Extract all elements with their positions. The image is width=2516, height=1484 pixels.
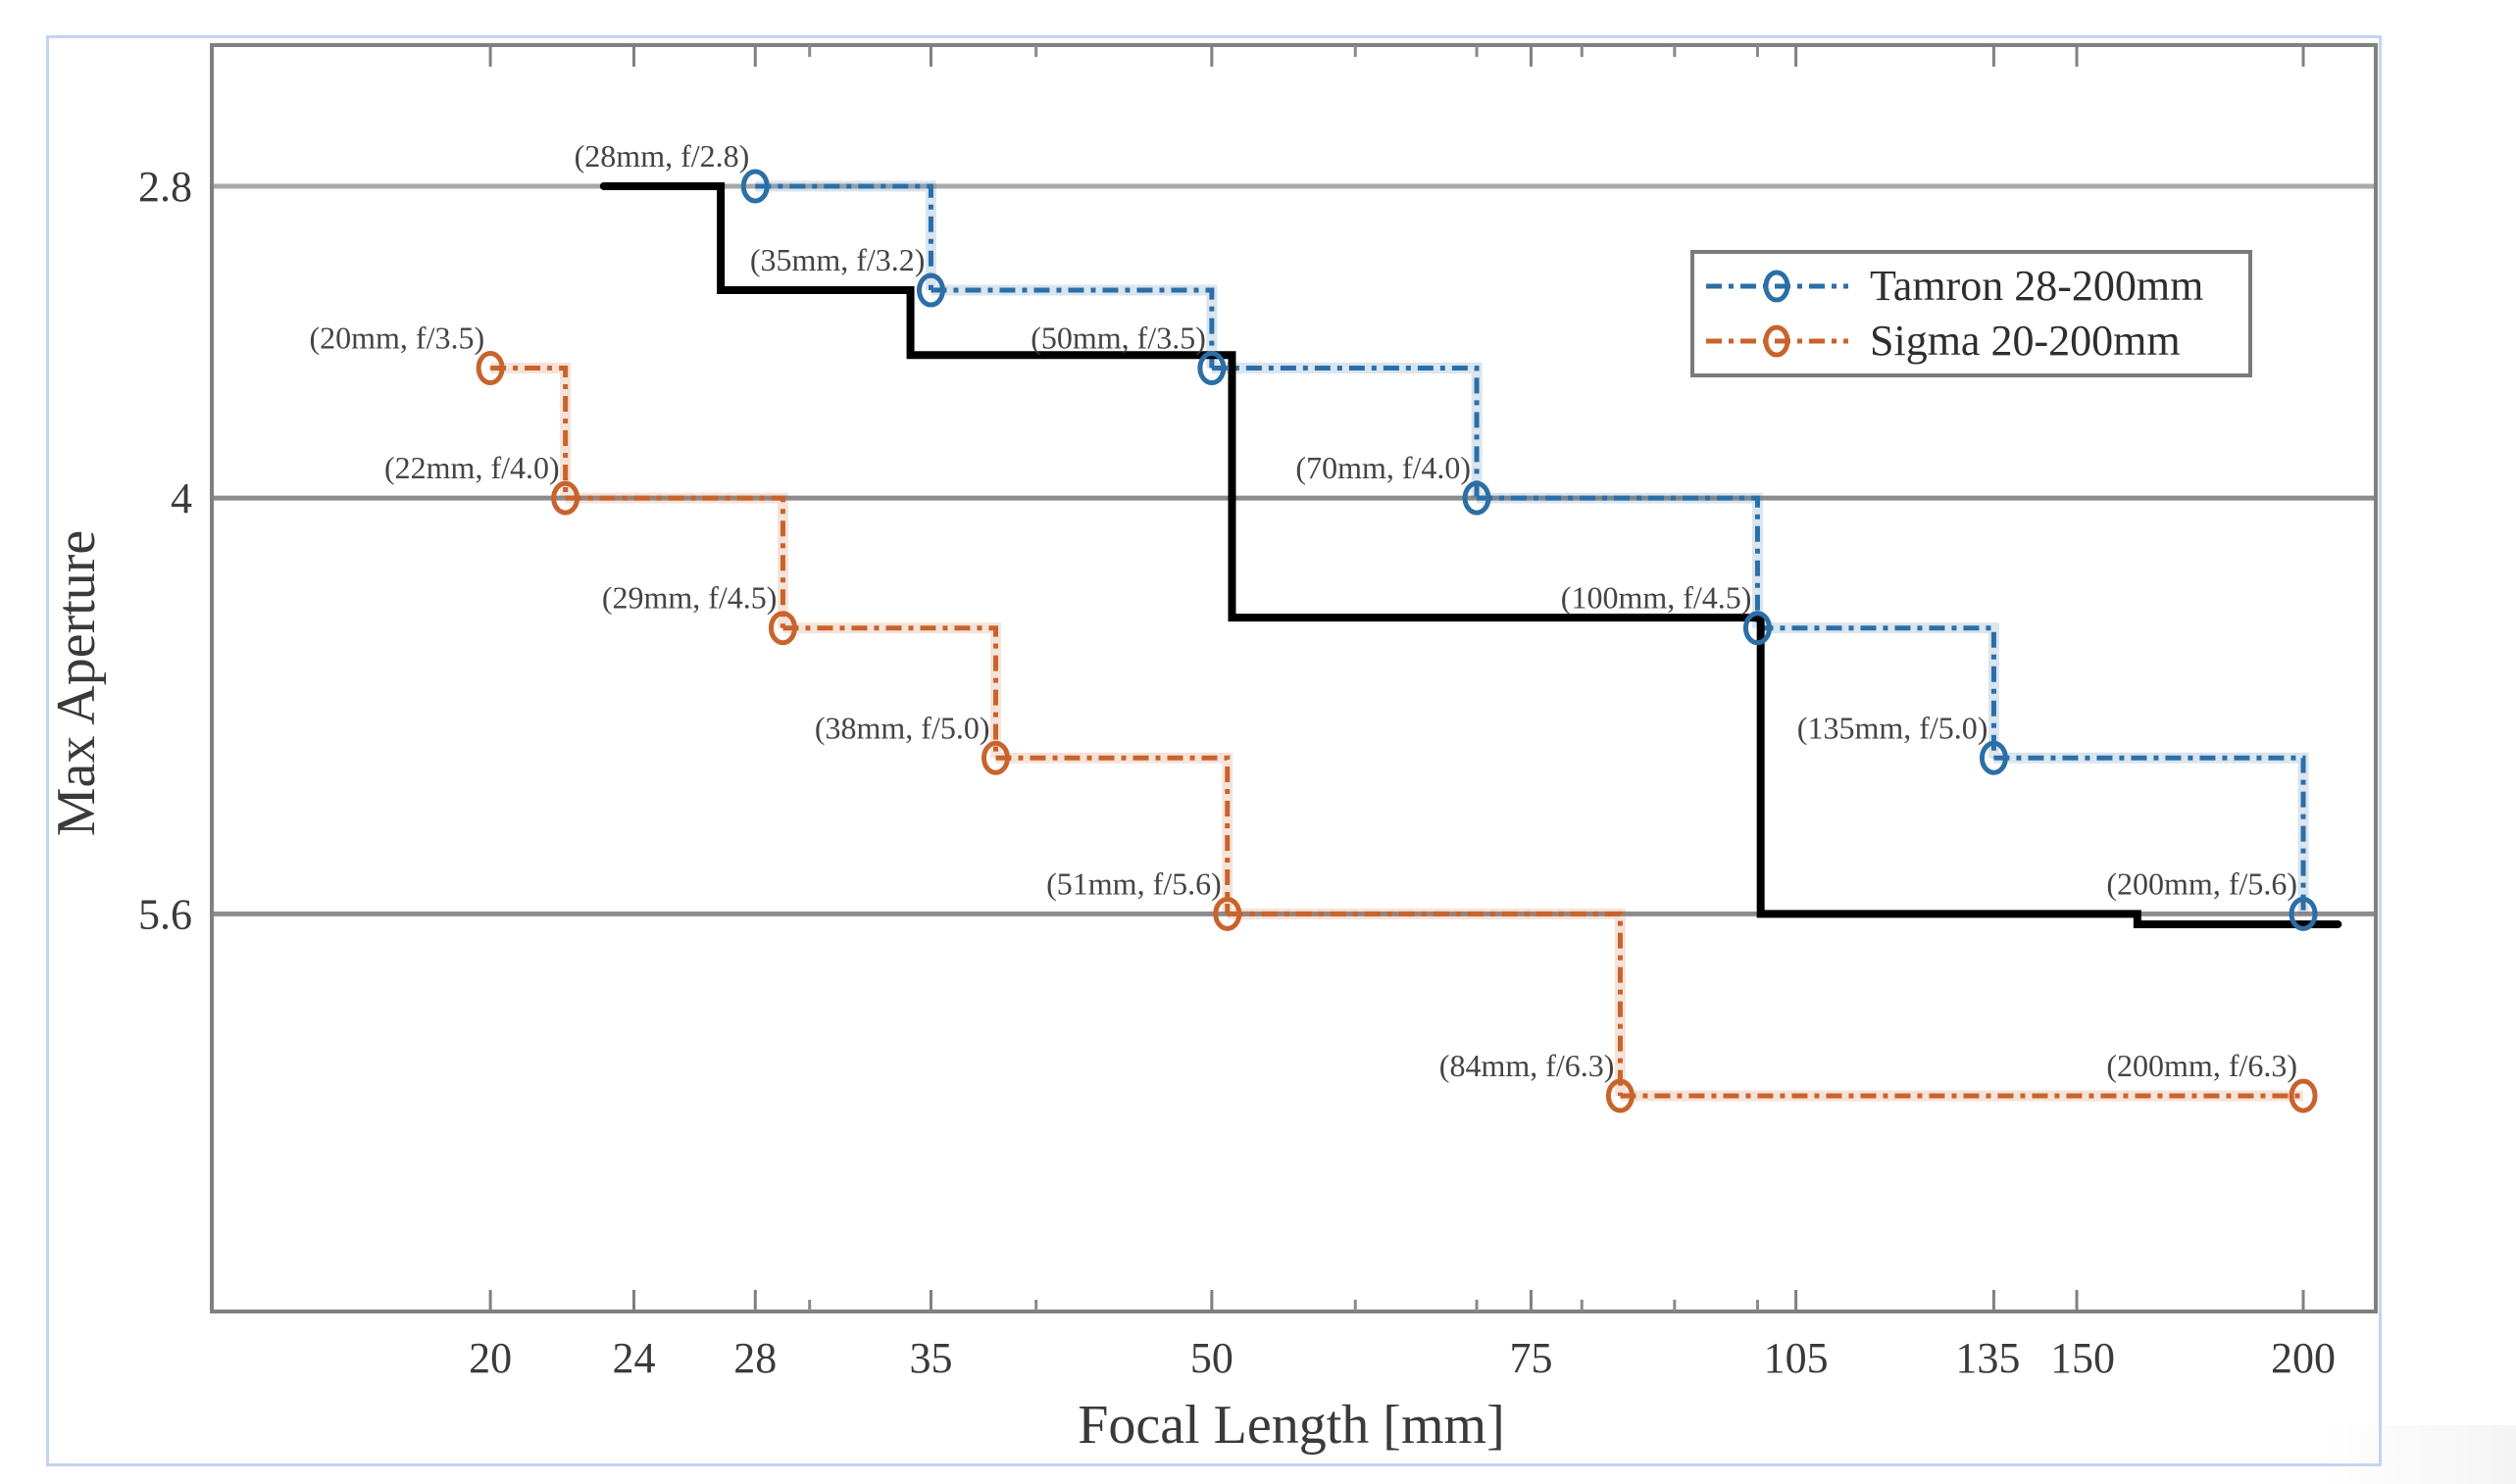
data-point-marker bbox=[1979, 740, 2008, 775]
series-lines bbox=[490, 180, 2342, 1102]
data-point-label: (100mm, f/4.5) bbox=[1561, 580, 1752, 616]
legend-box bbox=[1690, 250, 2252, 377]
y-axis-label: Max Aperture bbox=[46, 530, 107, 837]
data-point-marker bbox=[1605, 1078, 1635, 1113]
reference-step-line bbox=[599, 181, 2342, 928]
data-point-label: (51mm, f/5.6) bbox=[1046, 866, 1222, 901]
x-tick-label: 50 bbox=[1190, 1334, 1233, 1382]
data-point-label: (200mm, f/6.3) bbox=[2106, 1048, 2297, 1083]
data-point-label: (29mm, f/4.5) bbox=[602, 580, 778, 616]
data-point-marker bbox=[476, 351, 505, 386]
data-point-marker bbox=[768, 611, 797, 646]
data-point-marker bbox=[551, 480, 580, 516]
series-line-sigma bbox=[490, 366, 2304, 1099]
legend-entry-sigma: Sigma 20-200mm bbox=[1706, 317, 2181, 365]
legend: Tamron 28-200mm Sigma 20-200mm bbox=[1690, 250, 2252, 377]
data-point-label: (38mm, f/5.0) bbox=[815, 710, 990, 745]
data-point-label: (35mm, f/3.2) bbox=[750, 242, 926, 277]
data-point-marker bbox=[2289, 896, 2318, 931]
legend-label-sigma: Sigma 20-200mm bbox=[1870, 317, 2181, 365]
legend-entry-tamron: Tamron 28-200mm bbox=[1706, 262, 2203, 310]
data-point-marker bbox=[1462, 480, 1491, 516]
y-tick-label: 2.8 bbox=[138, 163, 192, 211]
data-point-label: (22mm, f/4.0) bbox=[384, 450, 560, 485]
x-tick-label: 75 bbox=[1509, 1334, 1552, 1382]
data-point-label: (20mm, f/3.5) bbox=[309, 321, 484, 356]
data-point-marker bbox=[740, 169, 770, 204]
data-point-marker bbox=[981, 740, 1011, 775]
series-line-tamron bbox=[755, 183, 2306, 915]
figure-border bbox=[46, 35, 2382, 1466]
x-tick-label: 105 bbox=[1764, 1334, 1829, 1382]
point-annotations: (28mm, f/2.8) (35mm, f/3.2) (50mm, f/3.5) (… bbox=[309, 138, 2297, 1083]
data-point-marker bbox=[916, 272, 945, 308]
x-tick-label: 135 bbox=[1955, 1334, 2020, 1382]
gridlines bbox=[212, 45, 2376, 1311]
data-point-marker bbox=[2289, 1078, 2318, 1113]
x-axis-label: Focal Length [mm] bbox=[1078, 1395, 1504, 1456]
background-fade bbox=[2320, 1425, 2516, 1484]
x-tick-label: 20 bbox=[469, 1334, 512, 1382]
y-tick-label: 5.6 bbox=[138, 890, 192, 938]
x-tick-label: 35 bbox=[909, 1334, 952, 1382]
legend-label-tamron: Tamron 28-200mm bbox=[1870, 262, 2203, 310]
data-point-marker bbox=[1213, 896, 1242, 931]
data-point-marker bbox=[1742, 611, 1772, 646]
x-tick-label: 28 bbox=[733, 1334, 777, 1382]
x-tick-label: 200 bbox=[2271, 1334, 2336, 1382]
data-point-label: (200mm, f/5.6) bbox=[2106, 866, 2297, 901]
data-point-label: (50mm, f/3.5) bbox=[1031, 321, 1206, 356]
plot-area bbox=[212, 45, 2376, 1311]
legend-marker-tamron bbox=[1763, 270, 1790, 303]
axes: 20 24 28 35 50 75 105 135 150 200 2.8 4 5.6 bbox=[138, 43, 2378, 1382]
data-point-label: (28mm, f/2.8) bbox=[575, 138, 750, 173]
data-point-label: (70mm, f/4.0) bbox=[1295, 450, 1471, 485]
x-tick-label: 150 bbox=[2050, 1334, 2115, 1382]
data-point-label: (135mm, f/5.0) bbox=[1797, 710, 1988, 745]
legend-marker-sigma bbox=[1763, 324, 1790, 358]
y-tick-label: 4 bbox=[171, 474, 192, 522]
axes-frame bbox=[210, 43, 2378, 1313]
x-tick-label: 24 bbox=[613, 1334, 656, 1382]
data-point-marker bbox=[1197, 351, 1227, 386]
series-markers bbox=[476, 169, 2318, 1113]
data-point-label: (84mm, f/6.3) bbox=[1439, 1048, 1615, 1083]
